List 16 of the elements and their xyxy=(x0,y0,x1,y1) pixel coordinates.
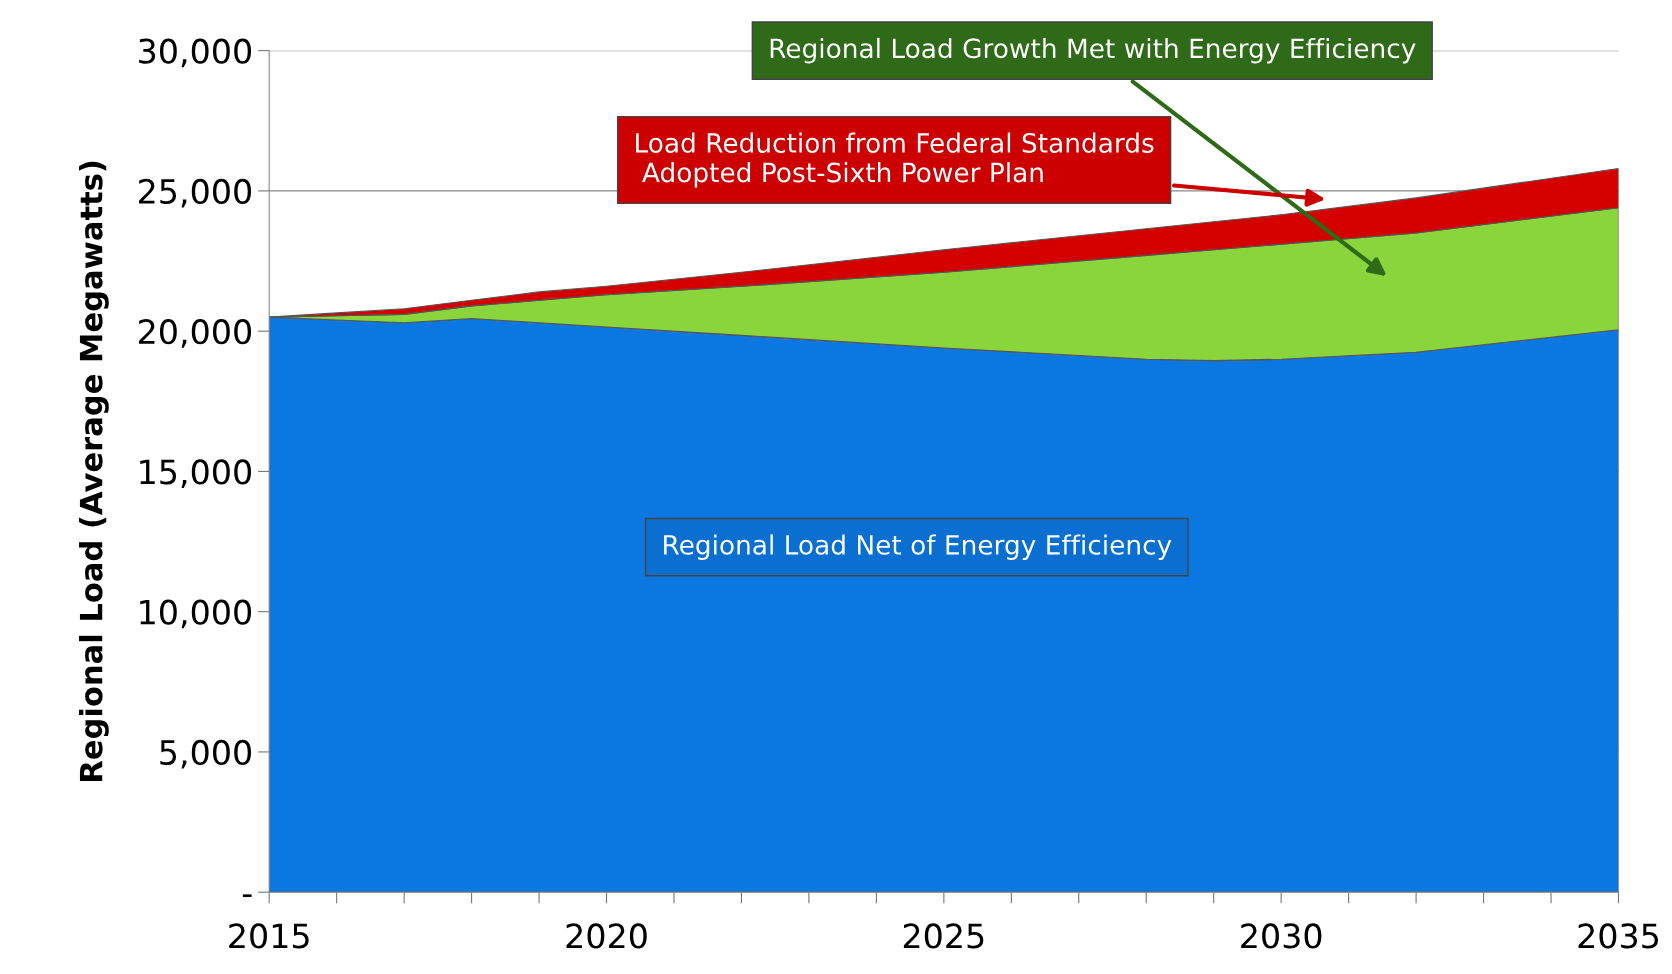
x-tick-label: 2030 xyxy=(1241,923,1322,949)
y-tick-label: 25,000 xyxy=(139,178,252,208)
y-tick-label: - xyxy=(242,894,252,898)
x-tick-label: 2035 xyxy=(1578,923,1658,949)
series-label: Load Reduction from Federal Standards Adopted Post-Sixth Power Plan xyxy=(636,132,1154,188)
y-tick-label: 5,000 xyxy=(160,739,252,769)
series-label: Regional Load Net of Energy Efficiency xyxy=(664,534,1172,560)
x-tick-label: 2015 xyxy=(229,923,309,949)
x-tick-label: 2020 xyxy=(566,923,647,949)
y-tick-label: 10,000 xyxy=(140,599,252,629)
x-tick-label: 2025 xyxy=(903,923,984,949)
y-axis-title: Regional Load (Average Megawatts) xyxy=(79,161,109,781)
y-tick-label: 20,000 xyxy=(139,319,252,348)
y-tick-label: 15,000 xyxy=(140,459,252,488)
text: Regional Load Growth Met with Energy Efficiency xyxy=(770,37,1416,64)
y-tick-label: 30,000 xyxy=(139,38,252,68)
